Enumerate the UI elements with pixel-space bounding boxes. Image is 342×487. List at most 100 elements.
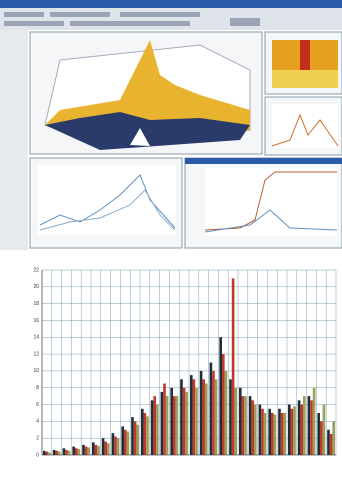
bar [153,396,157,455]
bar [307,396,311,455]
bar [310,400,313,455]
y-tick-label: 14 [33,335,39,341]
bar [185,391,189,455]
y-tick-label: 10 [33,368,39,374]
bar [111,433,115,455]
bar [332,421,336,455]
bar [199,370,203,455]
bar [209,362,213,455]
bar [319,421,323,455]
bar [165,396,169,455]
title-bar [0,0,342,8]
y-tick-label: 22 [33,267,39,273]
bar [114,436,117,455]
toolbar-buttons[interactable] [4,12,260,26]
bar [263,412,267,455]
bar [195,387,198,455]
bar [303,396,306,455]
bar [280,412,284,455]
bar [214,379,218,455]
bar [170,387,173,455]
bar [143,412,147,455]
bar [175,396,179,455]
bar [192,379,196,455]
bar [273,414,277,455]
bar [74,448,78,455]
bar [297,400,301,455]
bar [72,446,75,455]
bar [84,446,88,455]
bar [97,445,100,455]
toolbar [0,8,342,30]
bar [123,429,127,455]
bar [231,278,235,455]
bar [58,451,61,455]
bar [241,396,245,455]
bar [52,449,56,455]
bar [219,337,222,455]
bar [312,387,316,455]
line-chart-window-right [184,157,342,249]
bar [140,408,144,455]
y-tick-label: 8 [36,385,39,391]
bar [82,444,85,455]
y-tick-label: 20 [33,284,39,290]
bar [101,438,105,455]
bar [283,412,287,455]
bar [189,375,193,455]
bar [156,404,159,455]
bar [270,412,274,455]
y-tick-label: 16 [33,318,39,324]
bar [229,379,232,455]
bar [150,400,154,455]
bar [160,391,164,455]
y-tick-label: 18 [33,301,39,307]
bar [212,370,215,455]
bar [261,408,264,455]
bar [258,404,262,455]
bar [180,379,183,455]
bar [67,450,71,455]
bar [290,408,294,455]
bar [121,426,124,455]
bar [300,404,304,455]
bar [317,412,320,455]
bar [77,449,81,455]
bar [293,406,296,455]
bar [182,387,186,455]
bar [238,387,242,455]
bar [202,379,206,455]
bar [136,424,140,455]
y-tick-label: 4 [36,419,39,425]
bar [329,433,333,455]
bar [48,452,51,455]
bar [94,444,98,455]
bar [172,396,176,455]
bar [234,387,238,455]
bar [45,451,49,455]
bar [116,438,120,455]
small-line-window [264,96,342,156]
bar [327,429,330,455]
heatmap-window [264,31,342,95]
bar [65,449,68,455]
y-tick-label: 12 [33,351,39,357]
bar [254,404,257,455]
bar [221,354,225,455]
bar [251,400,255,455]
bar [62,448,66,455]
bar [287,404,291,455]
bar [205,383,208,455]
side-panel [0,30,28,255]
bar [55,450,59,455]
bar [91,442,95,455]
bar [131,417,134,455]
bar [146,416,149,455]
line-chart-window-left [29,157,183,249]
bar [163,383,166,455]
y-tick-label: 6 [36,402,39,408]
bar [87,447,91,455]
y-tick-label: 0 [36,452,39,458]
bar [104,441,108,455]
